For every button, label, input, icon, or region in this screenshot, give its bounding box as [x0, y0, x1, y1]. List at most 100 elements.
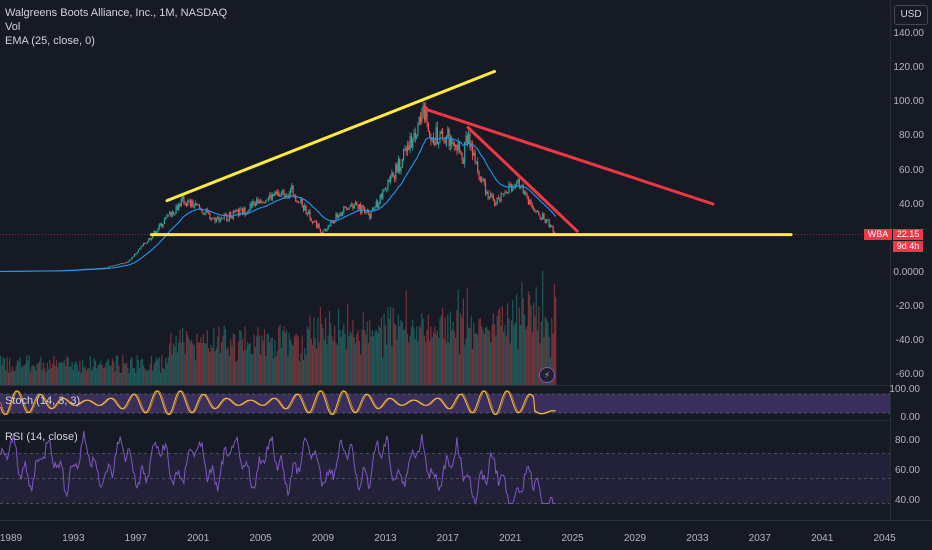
candle-body — [527, 197, 529, 205]
candle-body — [217, 216, 219, 218]
volume-bar — [44, 368, 46, 385]
volume-bar — [362, 312, 364, 385]
candle-body — [157, 229, 159, 232]
candle-body — [204, 212, 206, 215]
candle-body — [273, 194, 275, 196]
volume-bar — [232, 333, 234, 385]
volume-bar — [123, 362, 125, 385]
candle-body — [111, 265, 113, 267]
volume-bar — [14, 371, 16, 385]
candle-body — [400, 167, 402, 172]
volume-bar — [136, 355, 138, 385]
currency-button[interactable]: USD — [894, 5, 928, 25]
volume-bar — [547, 321, 549, 385]
volume-bar — [291, 343, 293, 385]
volume-bar — [358, 341, 360, 385]
volume-bar — [265, 356, 267, 385]
time-tick-label: 2001 — [187, 533, 210, 544]
volume-bar — [397, 314, 399, 385]
candle-body — [413, 132, 415, 140]
stoch-d-line — [0, 390, 556, 416]
candle-body — [328, 225, 331, 227]
candle-body — [427, 122, 429, 132]
volume-bar — [192, 343, 194, 385]
candle-body — [232, 210, 234, 219]
candle-body — [517, 179, 519, 183]
volume-bar — [26, 355, 28, 385]
volume-bar — [182, 327, 184, 385]
candle-body — [167, 214, 169, 216]
candle-body — [429, 131, 431, 138]
volume-bar — [128, 372, 130, 385]
candle-body — [523, 192, 526, 194]
candle-body — [128, 259, 130, 262]
volume-bar — [0, 355, 2, 385]
volume-bar — [40, 356, 42, 385]
volume-bar — [215, 347, 217, 385]
volume-bar — [83, 367, 85, 385]
volume-bar — [419, 327, 422, 385]
candle-body — [187, 200, 189, 206]
candle-body — [475, 161, 477, 163]
candle-body — [234, 210, 236, 212]
candle-body — [291, 185, 293, 190]
volume-label: Vol — [5, 21, 21, 33]
candle-body — [161, 223, 163, 227]
candle-body — [231, 218, 233, 220]
volume-bar — [263, 329, 266, 385]
volume-bar — [185, 330, 188, 385]
candle-body — [501, 193, 503, 195]
candle-body — [197, 204, 199, 206]
candle-body — [126, 262, 128, 264]
volume-bar — [206, 330, 208, 385]
candle-body — [193, 205, 195, 208]
trend-line-lower-falling-short — [466, 126, 579, 233]
candle-body — [218, 216, 220, 222]
lightning-icon[interactable]: ⚡ — [539, 367, 555, 383]
candle-body — [114, 265, 116, 267]
candle-body — [535, 210, 537, 212]
candle-body — [244, 207, 246, 215]
candle-body — [286, 195, 288, 198]
volume-bar — [39, 361, 41, 385]
volume-bar — [3, 358, 6, 385]
candle-body — [214, 218, 216, 223]
candle-body — [457, 141, 459, 151]
candle-body — [144, 242, 146, 244]
volume-bar — [410, 326, 412, 385]
volume-bar — [349, 331, 351, 385]
time-tick-label: 1989 — [0, 533, 23, 544]
volume-bar — [309, 315, 311, 385]
volume-bar — [183, 342, 185, 385]
volume-bar — [494, 324, 496, 385]
volume-bar — [228, 356, 230, 385]
volume-bar — [70, 366, 72, 385]
candle-body — [282, 190, 284, 193]
candle-body — [139, 248, 141, 250]
candle-body — [260, 200, 262, 203]
volume-bar — [10, 372, 12, 385]
volume-bar — [401, 322, 403, 385]
candle-body — [135, 253, 137, 255]
volume-bar — [94, 360, 97, 385]
candle-body — [275, 191, 277, 194]
candle-body — [213, 218, 215, 219]
candle-body — [436, 127, 438, 145]
volume-bar — [237, 341, 240, 385]
candle-body — [302, 205, 305, 211]
candle-body — [252, 201, 254, 206]
volume-bar — [517, 348, 519, 385]
candle-body — [297, 201, 299, 203]
volume-bar — [91, 370, 93, 385]
volume-bar — [31, 365, 33, 385]
candle-body — [353, 204, 355, 209]
candle-body — [280, 192, 282, 195]
candle-body — [500, 193, 502, 202]
candle-body — [507, 192, 509, 194]
volume-bar — [421, 313, 423, 385]
volume-bar — [118, 365, 120, 385]
volume-bar — [74, 363, 76, 385]
volume-bar — [42, 362, 45, 385]
candle-body — [525, 192, 527, 195]
